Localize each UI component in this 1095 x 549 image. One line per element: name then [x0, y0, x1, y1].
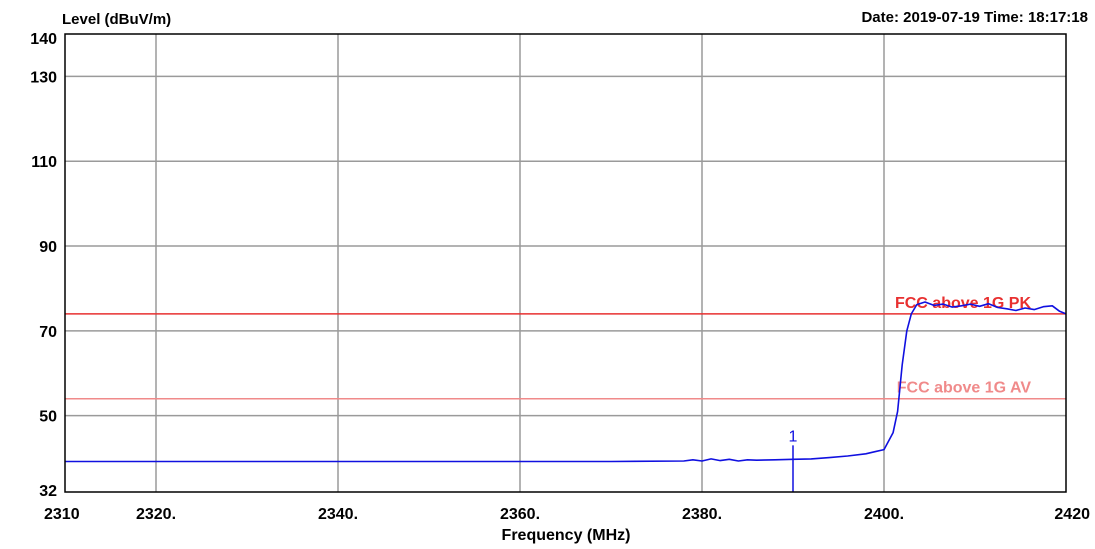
y-tick-label-50: 50: [39, 409, 57, 426]
x-tick-label-2320: 2320.: [136, 506, 176, 523]
y-tick-label-140: 140: [30, 31, 57, 48]
marker-label-0: 1: [789, 428, 798, 445]
x-tick-labels: 2310 2320. 2340. 2360. 2380. 2400. 2420: [44, 506, 1090, 523]
y-tick-label-70: 70: [39, 324, 57, 341]
x-tick-label-2340: 2340.: [318, 506, 358, 523]
y-tick-label-90: 90: [39, 239, 57, 256]
x-tick-label-2380: 2380.: [682, 506, 722, 523]
y-axis-label: Level (dBuV/m): [62, 11, 171, 28]
x-tick-label-2400: 2400.: [864, 506, 904, 523]
markers: 1: [789, 428, 798, 492]
series-group: [65, 301, 1067, 463]
limit-label-1: FCC above 1G AV: [897, 380, 1032, 397]
y-tick-label-130: 130: [30, 69, 57, 86]
x-tick-label-2310: 2310: [44, 506, 80, 523]
y-tick-label-110: 110: [31, 154, 57, 171]
series-line-0: [65, 301, 1067, 463]
date-time-stamp: Date: 2019-07-19 Time: 18:17:18: [861, 9, 1088, 26]
grid: [65, 34, 1066, 492]
x-tick-label-2360: 2360.: [500, 506, 540, 523]
x-axis-label: Frequency (MHz): [502, 527, 631, 544]
y-tick-labels: 140 130 110 90 70 50 32: [30, 31, 57, 500]
x-tick-label-2420: 2420: [1054, 506, 1090, 523]
y-tick-label-32: 32: [39, 483, 57, 500]
plot-frame: [64, 33, 1067, 493]
